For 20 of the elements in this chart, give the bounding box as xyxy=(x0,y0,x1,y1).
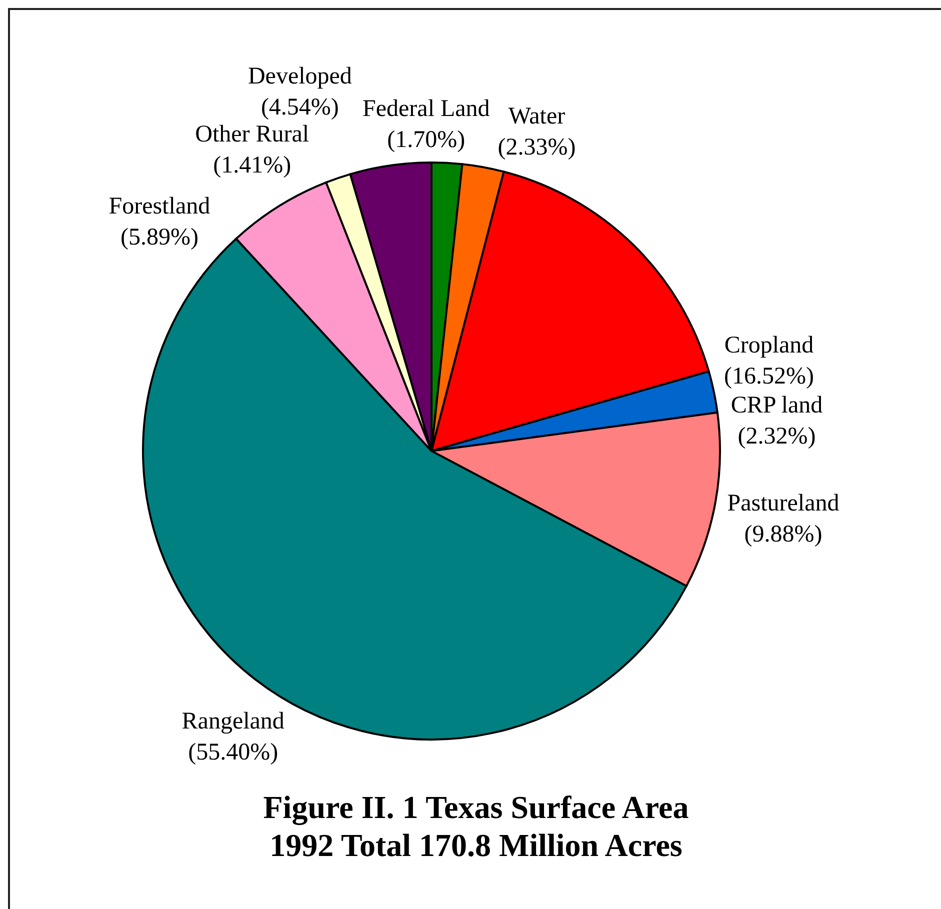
data-label: (2.33%) xyxy=(498,134,576,160)
slice-label: Water xyxy=(508,103,566,130)
text: 1992 Total 170.8 Million Acres xyxy=(268,826,684,864)
slice-label: Cropland xyxy=(724,332,814,359)
slice-label: Other Rural xyxy=(195,122,310,148)
data-label: (2.32%) xyxy=(738,423,816,450)
data-label: (16.52%) xyxy=(724,364,814,390)
slice-label: Developed xyxy=(248,63,352,90)
slice-label: Forestland xyxy=(108,193,210,220)
data-label: (4.54%) xyxy=(260,94,339,120)
data-label: (1.70%) xyxy=(387,127,466,154)
slice-label: Pastureland xyxy=(727,490,840,517)
data-label: (55.40%) xyxy=(188,740,278,766)
data-label: (1.41%) xyxy=(213,152,292,179)
slice-label: CRP land xyxy=(730,392,823,418)
text: Figure II. 1 Texas Surface Area xyxy=(262,788,690,826)
data-label: (5.89%) xyxy=(120,224,198,250)
data-label: (9.88%) xyxy=(744,522,822,548)
slice-label: Rangeland xyxy=(182,708,284,735)
slice-label: Federal Land xyxy=(362,96,490,122)
